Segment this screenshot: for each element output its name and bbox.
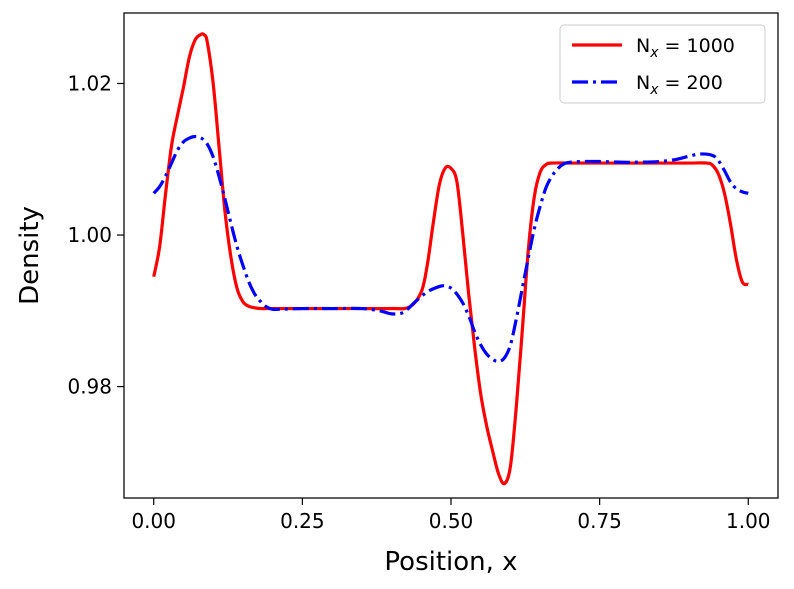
legend: Nx = 1000 Nx = 200 <box>559 24 766 104</box>
x-tick-label: 0.00 <box>131 509 176 533</box>
plot-frame <box>123 12 779 499</box>
y-tick-label: 1.02 <box>67 71 112 95</box>
x-axis-label: Position, x <box>384 547 517 577</box>
y-tick-label: 1.00 <box>67 223 112 247</box>
x-tick-label: 0.25 <box>280 509 325 533</box>
legend-label-2: Nx = 200 <box>636 72 723 98</box>
y-tick-label: 0.98 <box>67 375 112 399</box>
x-tick-label: 0.75 <box>577 509 622 533</box>
x-tick-label: 1.00 <box>726 509 771 533</box>
y-axis-label: Density <box>15 206 45 305</box>
x-tick-label: 0.50 <box>429 509 474 533</box>
x-ticks: 0.00 0.25 0.50 0.75 1.00 <box>131 498 771 533</box>
legend-label-1: Nx = 1000 <box>636 35 735 61</box>
plot-lines <box>152 32 749 486</box>
series-line-2 <box>152 134 749 364</box>
y-ticks: 0.98 1.00 1.02 <box>67 71 124 399</box>
